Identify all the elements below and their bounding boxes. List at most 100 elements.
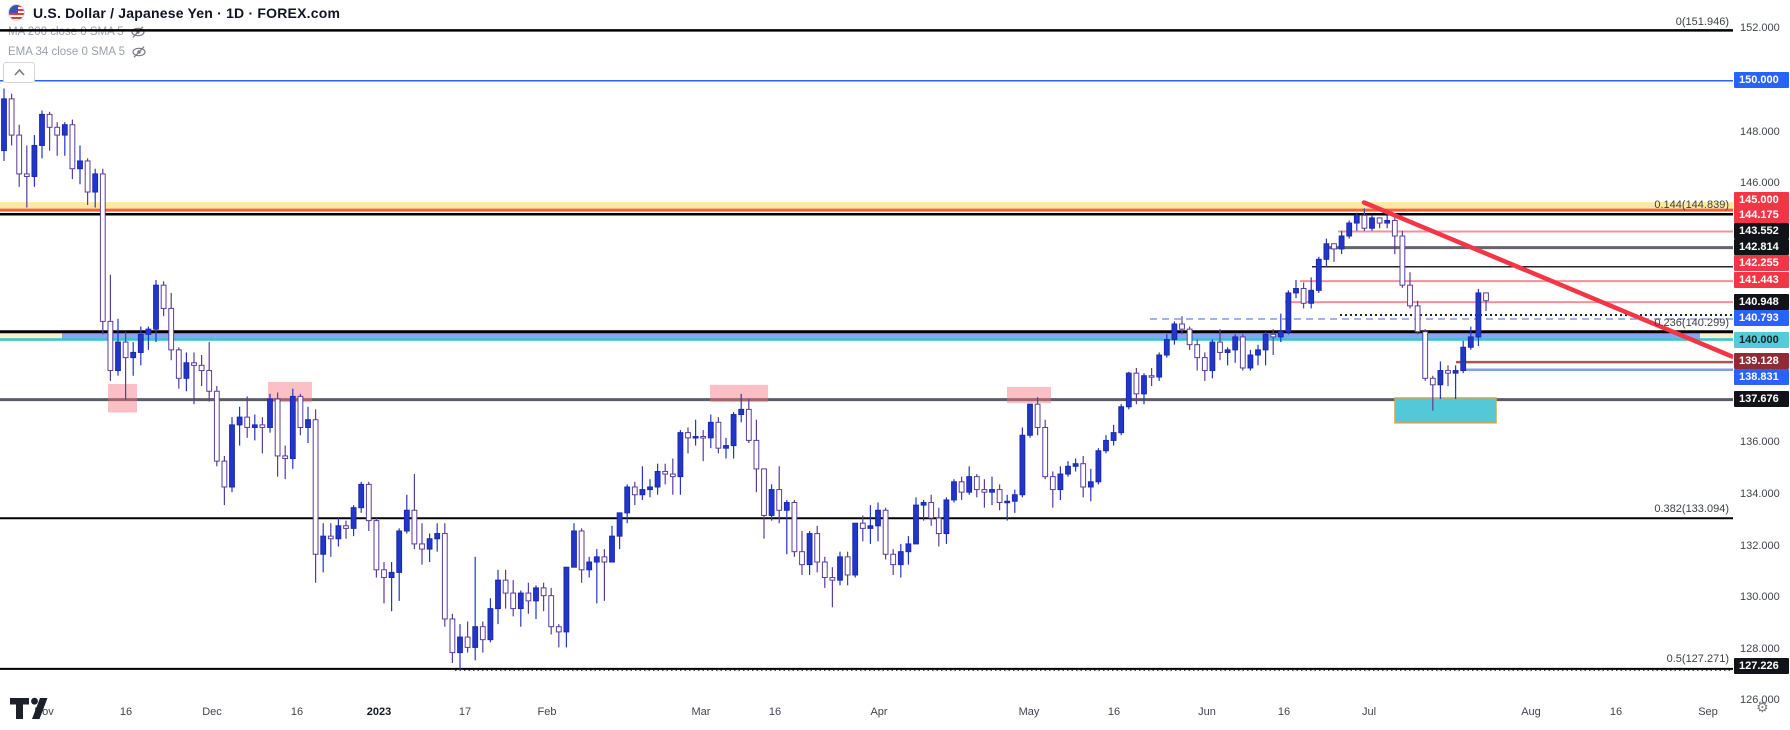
candle-body: [707, 421, 714, 439]
price-level-label: 139.128: [1734, 353, 1789, 369]
candle-body: [1277, 331, 1284, 338]
candle-body: [692, 436, 699, 439]
candle-body: [396, 530, 403, 573]
candle-body: [844, 556, 851, 576]
candle-body: [1353, 214, 1360, 224]
candle-body: [282, 455, 289, 460]
candle-body: [1034, 403, 1041, 428]
candle-body: [821, 561, 828, 579]
price-level-label: 127.226: [1734, 658, 1789, 674]
candle-body: [1156, 354, 1163, 378]
candle-body: [837, 556, 843, 581]
support-box-jul[interactable]: [1394, 397, 1497, 424]
candle-body: [251, 424, 258, 428]
candle-body: [221, 460, 228, 488]
demand-box-mar[interactable]: [710, 384, 768, 403]
resistance-zone-145[interactable]: [0, 202, 1733, 210]
candle-body: [145, 328, 152, 335]
price-level-label: 140.000: [1734, 332, 1789, 348]
time-tick: 16: [119, 706, 133, 718]
candle-body: [943, 499, 950, 535]
price-axis[interactable]: 152.000 148.000 146.000 136.000 134.000 132.0…: [1733, 0, 1790, 730]
candle-body: [829, 577, 836, 581]
candle-body: [1186, 328, 1193, 346]
candle-body: [1087, 481, 1094, 488]
pivot-zone-140-blue[interactable]: [62, 331, 1700, 339]
candle-body: [8, 98, 15, 136]
visibility-off-icon[interactable]: [131, 44, 147, 60]
candle-body: [274, 398, 281, 457]
candle-body: [1125, 372, 1132, 408]
candle-body: [624, 486, 631, 514]
price-level-label: 137.676: [1734, 391, 1789, 407]
candle-body: [1475, 292, 1482, 338]
time-tick: 16: [1277, 706, 1291, 718]
candle-body: [84, 160, 91, 193]
candle-body: [137, 333, 144, 353]
candle-body: [16, 134, 23, 175]
candle-body: [457, 636, 463, 654]
time-axis[interactable]: Nov 16 Dec 16 2023 17 Feb Mar 16 Apr May 16 Jun 16 Jul…: [0, 692, 1733, 730]
candle-body: [343, 525, 349, 529]
candle-body: [213, 390, 220, 462]
candle-body: [700, 436, 707, 439]
candle-body: [540, 587, 547, 597]
candle-body: [1, 98, 7, 152]
candle-body: [1460, 346, 1467, 372]
candle-body: [616, 512, 623, 537]
candle-body: [130, 351, 137, 359]
candle-body: [723, 445, 729, 449]
candle-body: [525, 592, 532, 602]
candle-body: [890, 553, 897, 566]
candlestick-chart[interactable]: [0, 0, 1733, 730]
time-tick: Jun: [1198, 706, 1216, 718]
indicator-legend-ema34[interactable]: EMA 34 close 0 SMA 5: [8, 44, 147, 60]
candle-body: [1384, 219, 1391, 224]
candle-body: [1103, 439, 1109, 452]
downtrend-line[interactable]: [1361, 200, 1733, 359]
candle-body: [1057, 473, 1064, 491]
candle-body: [928, 502, 935, 519]
candle-body: [555, 626, 562, 633]
indicator-legend-ma200[interactable]: MA 200 close 0 SMA 5: [8, 24, 146, 40]
fib-level-label: 0.144(144.839): [1654, 199, 1729, 211]
demand-box-nov[interactable]: [108, 384, 137, 413]
fib-level-label: 0.236(140.299): [1654, 317, 1729, 329]
candle-body: [1429, 377, 1436, 386]
candle-body: [951, 481, 957, 501]
candle-body: [61, 124, 68, 136]
candle-body: [677, 432, 684, 478]
candle-body: [115, 341, 121, 372]
candle-body: [46, 113, 53, 128]
time-tick: 17: [458, 706, 472, 718]
candle-body: [320, 535, 327, 555]
candle-body: [730, 414, 737, 447]
candle-body: [517, 592, 524, 610]
price-level-label: 140.793: [1734, 310, 1789, 326]
collapse-legend-button[interactable]: [3, 62, 35, 83]
tradingview-logo-icon[interactable]: [10, 696, 50, 726]
candle-body: [882, 509, 889, 555]
demand-box-may[interactable]: [1007, 386, 1051, 404]
time-tick: 16: [768, 706, 782, 718]
candle-body: [852, 522, 859, 576]
time-tick: Sep: [1698, 706, 1718, 718]
candle-body: [31, 144, 38, 177]
candle-body: [1148, 375, 1155, 378]
gear-icon[interactable]: ⚙: [1756, 700, 1769, 716]
candle-body: [1293, 288, 1299, 294]
price-tick: 146.000: [1740, 177, 1780, 189]
candle-body: [1407, 284, 1413, 307]
candle-body: [897, 551, 904, 566]
candle-body: [183, 362, 190, 379]
candle-body: [1361, 214, 1368, 229]
candle-body: [973, 476, 980, 491]
candle-body: [1042, 426, 1049, 478]
indicator-label: EMA 34 close 0 SMA 5: [8, 46, 125, 58]
candle-body: [1483, 292, 1489, 302]
candle-body: [297, 395, 304, 428]
candle-body: [814, 533, 821, 563]
candle-body: [654, 470, 661, 488]
candle-body: [23, 173, 30, 177]
candle-body: [267, 398, 273, 428]
